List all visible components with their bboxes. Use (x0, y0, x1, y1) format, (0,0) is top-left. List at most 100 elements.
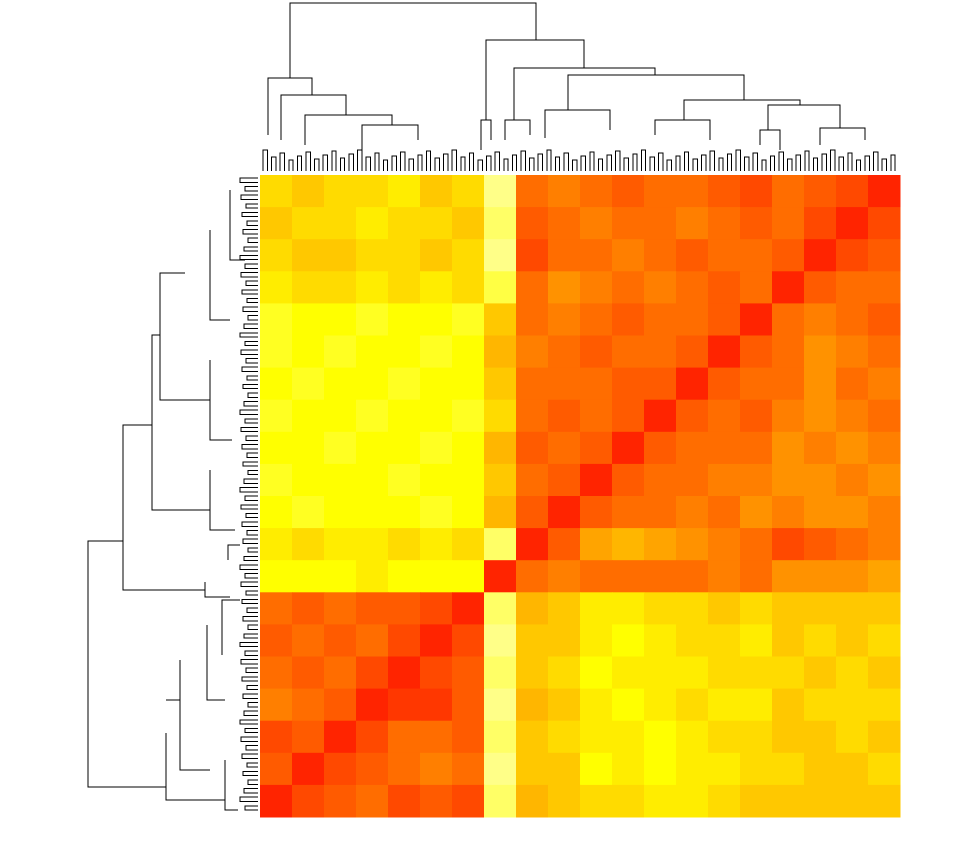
heatmap-cell (740, 784, 773, 818)
heatmap-cell (804, 303, 837, 336)
heatmap-cell (580, 335, 613, 369)
heatmap-cell (804, 720, 837, 754)
heatmap-cell (612, 303, 645, 336)
heatmap-cell (356, 752, 389, 786)
heatmap-cell (772, 688, 805, 722)
heatmap-cell (836, 688, 869, 722)
heatmap-cell (516, 303, 549, 336)
heatmap-cell (772, 592, 805, 625)
heatmap-cell (836, 463, 869, 497)
heatmap-cell (452, 720, 485, 754)
column-dendrogram (262, 2, 896, 171)
heatmap-cell (740, 688, 773, 722)
heatmap-cell (388, 271, 421, 304)
heatmap-cell (548, 463, 581, 497)
heatmap-cell (292, 656, 325, 690)
heatmap-cell (708, 656, 741, 690)
heatmap-cell (740, 399, 773, 433)
heatmap-cell (516, 207, 549, 240)
heatmap-cell (260, 463, 293, 497)
heatmap-cell (548, 367, 581, 401)
heatmap-cell (740, 175, 773, 208)
heatmap-cell (612, 624, 645, 657)
heatmap-cell (388, 239, 421, 272)
heatmap-cell (676, 207, 709, 240)
heatmap-cell (516, 784, 549, 818)
heatmap-cell (804, 175, 837, 208)
heatmap-cell (644, 367, 677, 401)
heatmap-cell (420, 399, 453, 433)
heatmap-cell (772, 656, 805, 690)
heatmap-cell (452, 463, 485, 497)
heatmap-cell (484, 399, 517, 433)
heatmap-cell (708, 592, 741, 625)
heatmap-cell (548, 271, 581, 304)
heatmap-cell (356, 656, 389, 690)
heatmap-cell (644, 239, 677, 272)
heatmap-cell (452, 367, 485, 401)
heatmap-cell (612, 207, 645, 240)
heatmap-cell (516, 752, 549, 786)
heatmap-cell (356, 720, 389, 754)
heatmap-cell (676, 656, 709, 690)
heatmap-cell (772, 207, 805, 240)
heatmap-cell (580, 496, 613, 529)
heatmap-cell (772, 399, 805, 433)
heatmap-cell (516, 688, 549, 722)
heatmap-cell (324, 335, 357, 369)
heatmap-cell (836, 624, 869, 657)
heatmap-cell (420, 207, 453, 240)
heatmap-cell (548, 720, 581, 754)
heatmap-cell (260, 207, 293, 240)
heatmap-cell (484, 624, 517, 657)
heatmap-cell (324, 528, 357, 561)
heatmap-cell (324, 656, 357, 690)
heatmap-cell (484, 431, 517, 465)
heatmap-cell (548, 335, 581, 369)
heatmap-cell (644, 624, 677, 657)
heatmap-cell (420, 239, 453, 272)
heatmap-cell (836, 175, 869, 208)
heatmap-cell (868, 560, 901, 593)
heatmap-cell (388, 496, 421, 529)
heatmap-cell (292, 239, 325, 272)
heatmap-cell (868, 720, 901, 754)
heatmap-cell (804, 271, 837, 304)
heatmap-cell (452, 175, 485, 208)
heatmap-cell (740, 207, 773, 240)
heatmap-cell (804, 463, 837, 497)
heatmap-cell (548, 656, 581, 690)
heatmap-cell (484, 207, 517, 240)
heatmap-cell (708, 239, 741, 272)
heatmap-cell (548, 175, 581, 208)
heatmap-cell (772, 239, 805, 272)
heatmap-cell (708, 175, 741, 208)
heatmap-cell (292, 528, 325, 561)
heatmap-cell (516, 560, 549, 593)
heatmap-cell (260, 496, 293, 529)
heatmap-cell (868, 752, 901, 786)
heatmap-cell (356, 271, 389, 304)
heatmap-cell (356, 335, 389, 369)
heatmap-cell (452, 528, 485, 561)
heatmap (260, 175, 901, 818)
heatmap-cell (612, 335, 645, 369)
heatmap-cell (452, 496, 485, 529)
heatmap-cell (356, 175, 389, 208)
heatmap-cell (388, 399, 421, 433)
heatmap-cell (836, 303, 869, 336)
heatmap-cell (356, 463, 389, 497)
heatmap-cell (356, 496, 389, 529)
heatmap-cell (612, 496, 645, 529)
heatmap-cell (676, 560, 709, 593)
heatmap-cell (644, 752, 677, 786)
heatmap-cell (420, 463, 453, 497)
heatmap-cell (580, 720, 613, 754)
heatmap-cell (548, 592, 581, 625)
heatmap-cell (388, 624, 421, 657)
heatmap-cell (292, 431, 325, 465)
heatmap-cell (804, 496, 837, 529)
heatmap-cell (708, 624, 741, 657)
heatmap-cell (388, 528, 421, 561)
